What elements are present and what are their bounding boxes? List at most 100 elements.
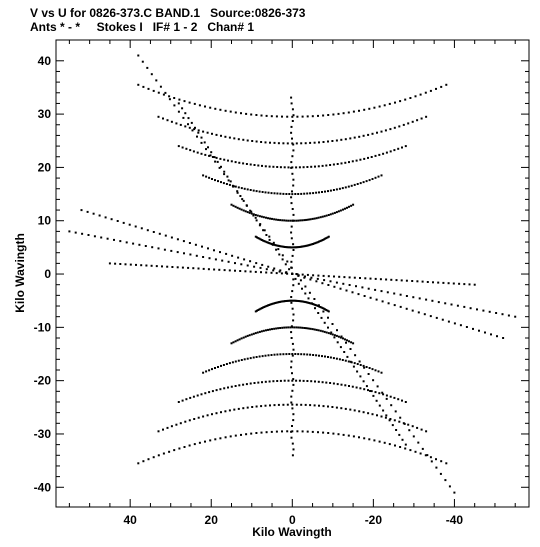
uv-point [306, 353, 309, 356]
uv-point [308, 291, 311, 294]
uv-point [198, 441, 201, 444]
uv-point [188, 242, 191, 244]
uv-point [263, 229, 266, 232]
uv-point [249, 270, 252, 273]
uv-point [204, 105, 206, 108]
uv-point [327, 356, 329, 358]
uv-point [342, 433, 345, 436]
uv-point [322, 114, 325, 117]
uv-point [291, 115, 294, 118]
uv-point [274, 244, 277, 247]
uv-point [263, 306, 266, 308]
uv-point [323, 215, 326, 218]
uv-point [326, 309, 329, 312]
uv-point [287, 166, 290, 169]
uv-point [178, 447, 181, 450]
uv-point [271, 217, 273, 220]
uv-point [412, 296, 415, 299]
uv-point [179, 123, 182, 126]
uv-point [244, 210, 247, 213]
tick-labels: 40 20 0 -20 -40 40 30 20 10 0 -10 -20 -30 -40 [34, 54, 464, 527]
uv-point [401, 438, 404, 441]
uv-point [273, 243, 276, 246]
uv-point [282, 353, 285, 356]
uv-point [363, 388, 366, 391]
uv-point [294, 299, 297, 302]
uv-point [367, 133, 370, 136]
uv-point [248, 211, 251, 214]
uv-point [290, 202, 293, 205]
uv-point [181, 399, 184, 402]
uv-point [261, 164, 263, 167]
uv-point [442, 281, 445, 284]
uv-point [432, 281, 434, 284]
uv-point [339, 287, 342, 290]
uv-point [252, 214, 255, 217]
uv-point [292, 114, 295, 117]
uv-point [290, 430, 293, 433]
uv-point [269, 141, 271, 144]
uv-point [257, 164, 260, 167]
uv-point [310, 380, 313, 383]
uv-point [331, 212, 334, 215]
uv-point [193, 102, 196, 105]
uv-point [269, 303, 272, 306]
uv-point [282, 245, 285, 248]
uv-point [300, 192, 303, 195]
uv-point [281, 219, 284, 222]
uv-point [429, 315, 432, 318]
uv-point [242, 199, 245, 202]
uv-point [268, 235, 271, 238]
uv-point [325, 309, 328, 311]
uv-point [288, 193, 291, 195]
uv-point [414, 95, 417, 98]
uv-point [331, 323, 334, 325]
uv-point [187, 266, 190, 269]
uv-point [193, 443, 196, 446]
uv-point [213, 156, 216, 159]
uv-point [317, 431, 319, 434]
uv-point [261, 263, 264, 266]
uv-point [242, 162, 245, 165]
uv-point [298, 166, 301, 169]
uv-point [426, 454, 429, 457]
uv-point [335, 188, 338, 191]
uv-point [81, 232, 84, 235]
y-tick-label: -10 [34, 320, 52, 334]
uv-point [223, 158, 226, 161]
uv-point [312, 243, 314, 245]
uv-point [340, 138, 343, 141]
uv-point [315, 217, 318, 220]
uv-point [248, 334, 251, 337]
uv-point [122, 221, 125, 224]
uv-point [305, 327, 308, 330]
uv-point [271, 243, 274, 246]
uv-point [270, 192, 273, 195]
uv-point [317, 114, 319, 117]
uv-point [304, 301, 307, 304]
uv-point [344, 359, 347, 362]
uv-point [271, 328, 273, 331]
uv-point [234, 340, 237, 343]
uv-point [307, 301, 310, 304]
uv-point [272, 241, 275, 244]
uv-point [349, 360, 352, 363]
uv-point [368, 367, 371, 369]
uv-point [335, 139, 338, 142]
uv-point [242, 138, 245, 141]
uv-point [262, 239, 265, 242]
uv-point [279, 327, 282, 329]
uv-point [236, 206, 239, 209]
uv-point [291, 299, 294, 302]
uv-point [237, 407, 240, 410]
uv-point [318, 191, 320, 194]
uv-point [237, 138, 240, 141]
uv-point [398, 433, 401, 436]
uv-point [376, 414, 378, 417]
uv-point [298, 379, 301, 382]
uv-point [151, 246, 154, 249]
uv-point [401, 146, 403, 149]
uv-point [219, 157, 222, 160]
uv-point [277, 248, 280, 251]
uv-point [108, 262, 111, 265]
